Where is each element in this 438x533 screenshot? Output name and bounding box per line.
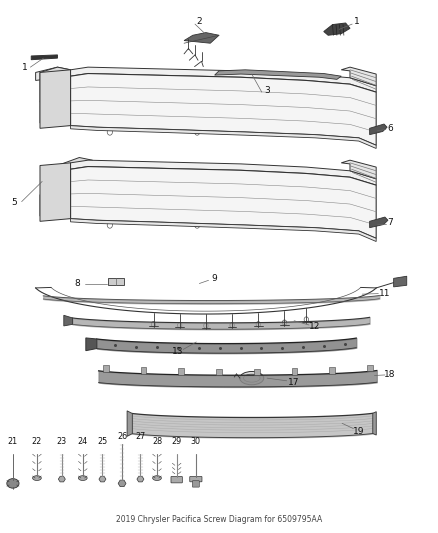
Text: 8: 8 xyxy=(74,279,80,288)
Bar xyxy=(103,365,109,372)
Polygon shape xyxy=(341,160,376,179)
Text: 18: 18 xyxy=(385,370,396,379)
Polygon shape xyxy=(370,124,387,135)
Polygon shape xyxy=(71,126,376,149)
Bar xyxy=(329,367,335,374)
Polygon shape xyxy=(57,158,92,190)
Polygon shape xyxy=(31,55,57,60)
Polygon shape xyxy=(71,67,376,92)
Polygon shape xyxy=(370,217,388,228)
Polygon shape xyxy=(118,480,126,487)
Text: 13: 13 xyxy=(172,347,183,356)
FancyBboxPatch shape xyxy=(192,481,199,487)
Text: 24: 24 xyxy=(78,437,88,446)
Polygon shape xyxy=(137,477,144,482)
Polygon shape xyxy=(86,338,97,351)
Polygon shape xyxy=(40,163,71,221)
Text: 29: 29 xyxy=(172,437,182,446)
Text: 17: 17 xyxy=(287,378,299,387)
FancyBboxPatch shape xyxy=(190,477,202,482)
Text: 23: 23 xyxy=(57,437,67,446)
Bar xyxy=(216,369,222,375)
Polygon shape xyxy=(35,67,71,80)
Text: 30: 30 xyxy=(191,437,201,446)
Polygon shape xyxy=(373,411,376,435)
Text: 2019 Chrysler Pacifica Screw Diagram for 6509795AA: 2019 Chrysler Pacifica Screw Diagram for… xyxy=(116,515,322,524)
Text: 2: 2 xyxy=(197,18,202,27)
Ellipse shape xyxy=(32,475,41,480)
Polygon shape xyxy=(215,70,341,79)
Text: 1: 1 xyxy=(22,63,28,71)
Text: 3: 3 xyxy=(264,85,270,94)
Text: 25: 25 xyxy=(97,437,108,446)
Bar xyxy=(141,367,146,374)
Ellipse shape xyxy=(152,475,161,480)
Text: 19: 19 xyxy=(353,427,364,436)
Text: 9: 9 xyxy=(212,273,218,282)
Polygon shape xyxy=(71,74,376,146)
Polygon shape xyxy=(394,276,407,287)
Bar xyxy=(178,368,184,375)
Polygon shape xyxy=(108,278,124,285)
FancyBboxPatch shape xyxy=(171,477,182,483)
Polygon shape xyxy=(184,33,219,43)
Polygon shape xyxy=(71,219,376,241)
Polygon shape xyxy=(58,477,65,482)
Text: 6: 6 xyxy=(387,124,393,133)
Text: 1: 1 xyxy=(353,18,360,27)
Ellipse shape xyxy=(7,479,19,488)
Polygon shape xyxy=(127,411,132,437)
Polygon shape xyxy=(40,67,71,103)
Text: 28: 28 xyxy=(152,437,162,446)
Text: 12: 12 xyxy=(309,321,321,330)
Text: 22: 22 xyxy=(32,437,42,446)
Polygon shape xyxy=(71,160,376,185)
Text: 26: 26 xyxy=(117,432,127,441)
Polygon shape xyxy=(40,70,71,128)
Polygon shape xyxy=(324,23,350,35)
Polygon shape xyxy=(71,166,376,238)
Polygon shape xyxy=(99,477,106,482)
Polygon shape xyxy=(40,195,71,219)
Text: 27: 27 xyxy=(135,432,145,441)
Text: 7: 7 xyxy=(387,219,393,228)
Text: 21: 21 xyxy=(8,437,18,446)
Polygon shape xyxy=(40,102,71,126)
Bar xyxy=(367,365,373,372)
Polygon shape xyxy=(341,67,376,86)
Bar xyxy=(292,368,297,375)
Ellipse shape xyxy=(78,475,87,480)
Ellipse shape xyxy=(240,372,264,385)
Bar xyxy=(254,369,260,375)
Text: 5: 5 xyxy=(11,198,17,207)
Polygon shape xyxy=(64,316,73,326)
Text: 11: 11 xyxy=(379,288,391,297)
